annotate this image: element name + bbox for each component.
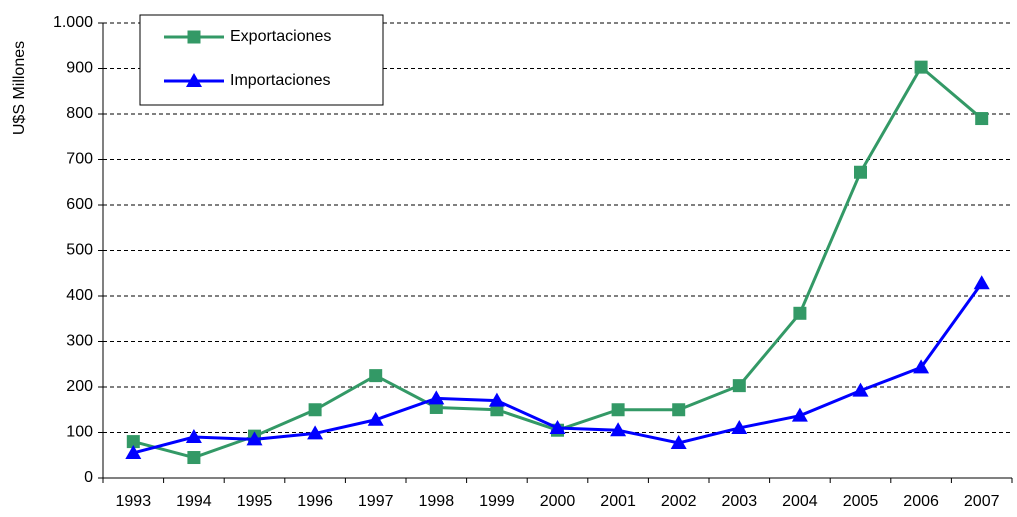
x-tick-label: 2001 xyxy=(600,493,636,510)
x-tick-label: 2000 xyxy=(540,493,576,510)
x-tick-label: 2007 xyxy=(964,493,1000,510)
marker xyxy=(246,431,263,446)
marker xyxy=(308,403,322,417)
y-tick-label: 0 xyxy=(84,469,93,486)
marker xyxy=(549,419,566,434)
x-tick-label: 1996 xyxy=(297,493,333,510)
y-tick-label: 200 xyxy=(66,378,93,395)
y-tick-label: 700 xyxy=(66,151,93,168)
marker xyxy=(488,392,505,407)
marker xyxy=(913,359,930,374)
y-axis-label: U$S Millones xyxy=(11,41,28,135)
marker xyxy=(611,403,625,417)
marker xyxy=(610,422,627,437)
marker xyxy=(185,429,202,444)
marker xyxy=(731,419,748,434)
y-tick-label: 600 xyxy=(66,196,93,213)
marker xyxy=(975,112,989,126)
x-tick-label: 1997 xyxy=(358,493,394,510)
marker xyxy=(854,165,867,179)
marker xyxy=(791,407,808,422)
marker xyxy=(672,403,686,417)
marker xyxy=(369,369,383,383)
marker xyxy=(793,306,807,320)
marker xyxy=(187,30,201,44)
marker xyxy=(428,390,445,405)
y-tick-label: 100 xyxy=(66,424,93,441)
legend-box xyxy=(139,14,384,106)
marker xyxy=(125,444,142,459)
y-tick-label: 800 xyxy=(66,105,93,122)
marker xyxy=(973,275,990,290)
x-tick-label: 2006 xyxy=(903,493,939,510)
x-tick-label: 1995 xyxy=(237,493,273,510)
marker xyxy=(126,435,140,449)
marker xyxy=(732,379,746,393)
x-tick-label: 2002 xyxy=(661,493,697,510)
x-tick-label: 1999 xyxy=(479,493,515,510)
y-tick-label: 1.000 xyxy=(53,14,93,31)
y-tick-label: 500 xyxy=(66,242,93,259)
x-tick-label: 2005 xyxy=(843,493,879,510)
legend-label: Exportaciones xyxy=(230,28,331,45)
y-tick-label: 400 xyxy=(66,287,93,304)
y-tick-label: 300 xyxy=(66,333,93,350)
x-tick-label: 1993 xyxy=(116,493,152,510)
legend-label: Importaciones xyxy=(230,72,331,89)
x-tick-label: 2003 xyxy=(722,493,758,510)
series-line xyxy=(132,64,983,460)
y-tick-label: 900 xyxy=(66,60,93,77)
x-tick-label: 2004 xyxy=(782,493,818,510)
marker xyxy=(307,425,324,440)
marker xyxy=(186,73,202,87)
marker xyxy=(367,411,384,426)
marker xyxy=(187,451,201,465)
marker xyxy=(670,434,687,449)
marker xyxy=(852,382,869,397)
x-tick-label: 1994 xyxy=(176,493,212,510)
marker xyxy=(914,60,928,74)
x-tick-label: 1998 xyxy=(419,493,455,510)
